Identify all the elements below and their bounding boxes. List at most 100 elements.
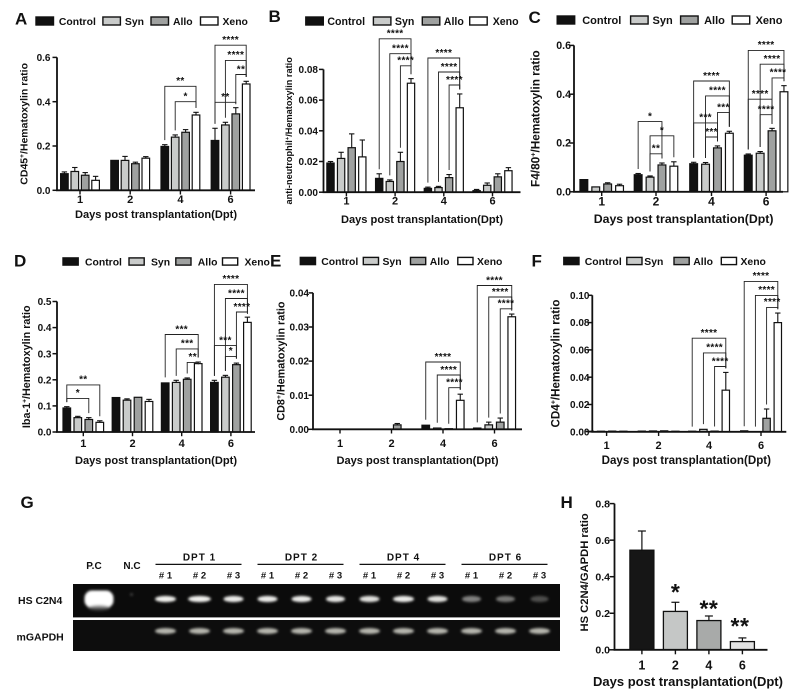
svg-text:Control: Control <box>321 257 358 268</box>
svg-text:6: 6 <box>739 659 746 673</box>
svg-text:A: A <box>15 10 27 29</box>
svg-text:# 1: # 1 <box>465 571 479 582</box>
svg-text:F: F <box>532 252 542 271</box>
svg-text:****: **** <box>492 287 509 298</box>
svg-text:1: 1 <box>77 194 83 206</box>
svg-text:***: *** <box>175 324 188 335</box>
svg-text:0.0: 0.0 <box>37 186 51 197</box>
svg-text:# 3: # 3 <box>431 571 444 582</box>
svg-text:0.00: 0.00 <box>290 425 310 436</box>
svg-text:****: **** <box>228 288 245 299</box>
svg-text:****: **** <box>446 378 463 389</box>
svg-text:# 1: # 1 <box>363 571 377 582</box>
svg-text:****: **** <box>446 75 463 86</box>
svg-text:****: **** <box>234 302 251 313</box>
svg-text:0.08: 0.08 <box>570 318 590 329</box>
svg-text:Allo: Allo <box>444 16 465 28</box>
svg-text:N.C: N.C <box>123 561 140 572</box>
svg-text:**: ** <box>652 144 660 155</box>
svg-text:Control: Control <box>327 16 365 28</box>
svg-text:4: 4 <box>708 195 715 209</box>
svg-text:# 2: # 2 <box>397 571 410 582</box>
svg-text:mGAPDH: mGAPDH <box>17 632 64 644</box>
svg-text:0.2: 0.2 <box>595 608 610 620</box>
svg-text:0.6: 0.6 <box>595 535 610 547</box>
svg-text:0.02: 0.02 <box>290 357 310 368</box>
svg-text:0.03: 0.03 <box>290 323 310 334</box>
svg-text:0.0: 0.0 <box>556 186 571 198</box>
svg-text:4: 4 <box>706 440 713 452</box>
svg-text:0.8: 0.8 <box>595 498 610 510</box>
svg-text:# 1: # 1 <box>159 571 173 582</box>
svg-text:****: **** <box>712 356 729 367</box>
svg-text:****: **** <box>498 299 515 310</box>
svg-text:# 3: # 3 <box>533 571 546 582</box>
svg-text:4: 4 <box>441 196 448 208</box>
svg-text:0.02: 0.02 <box>570 400 590 411</box>
svg-text:Days post transplantation(Dpt): Days post transplantation(Dpt) <box>594 212 774 226</box>
svg-text:0.1: 0.1 <box>38 402 52 413</box>
svg-text:# 1: # 1 <box>261 571 275 582</box>
svg-text:0.6: 0.6 <box>556 40 571 52</box>
svg-text:****: **** <box>764 54 781 65</box>
svg-text:6: 6 <box>491 438 497 450</box>
svg-text:Syn: Syn <box>395 16 414 28</box>
svg-text:**: ** <box>189 352 197 363</box>
svg-text:0.0: 0.0 <box>38 428 52 439</box>
svg-text:Allo: Allo <box>430 257 450 268</box>
svg-text:0.0: 0.0 <box>595 645 610 657</box>
svg-text:0.00: 0.00 <box>570 427 590 438</box>
svg-text:Xeno: Xeno <box>223 17 248 28</box>
svg-text:0.3: 0.3 <box>38 349 52 360</box>
svg-text:F4/80+/Hematoxylin ratio: F4/80+/Hematoxylin ratio <box>529 50 543 187</box>
svg-text:Control: Control <box>85 257 122 268</box>
svg-text:*: * <box>183 92 187 103</box>
svg-text:****: **** <box>440 365 457 376</box>
svg-text:6: 6 <box>763 195 770 209</box>
svg-text:**: ** <box>237 64 245 75</box>
svg-text:Days post transplantation(Dpt): Days post transplantation(Dpt) <box>602 454 772 467</box>
svg-text:HS C2N4: HS C2N4 <box>18 595 63 607</box>
svg-text:2: 2 <box>129 438 135 450</box>
svg-text:CD8+/Hematoxylin ratio: CD8+/Hematoxylin ratio <box>276 301 288 421</box>
svg-text:***: *** <box>219 335 232 346</box>
svg-text:4: 4 <box>440 438 447 450</box>
svg-text:*: * <box>671 579 680 605</box>
svg-text:2: 2 <box>656 440 662 452</box>
svg-text:2: 2 <box>653 195 660 209</box>
svg-text:DPT 4: DPT 4 <box>387 553 420 564</box>
svg-text:0.04: 0.04 <box>290 289 310 300</box>
svg-text:0.4: 0.4 <box>38 323 52 334</box>
svg-text:Days post transplantation(Dpt): Days post transplantation(Dpt) <box>75 455 237 467</box>
svg-text:****: **** <box>752 89 769 100</box>
svg-text:1: 1 <box>638 659 645 673</box>
svg-text:Syn: Syn <box>151 257 170 268</box>
svg-text:Control: Control <box>59 17 96 28</box>
svg-text:4: 4 <box>705 659 712 673</box>
svg-text:4: 4 <box>177 194 184 206</box>
svg-text:2: 2 <box>388 438 394 450</box>
svg-text:Allo: Allo <box>693 257 713 268</box>
svg-text:H: H <box>561 493 573 512</box>
svg-text:HS C2N4/GAPDH ratio: HS C2N4/GAPDH ratio <box>579 513 591 631</box>
svg-text:P.C: P.C <box>86 561 101 572</box>
svg-text:0.5: 0.5 <box>38 297 52 308</box>
svg-text:Allo: Allo <box>173 17 193 28</box>
svg-text:****: **** <box>701 328 718 339</box>
svg-text:Xeno: Xeno <box>477 257 502 268</box>
svg-text:****: **** <box>758 285 775 296</box>
svg-text:****: **** <box>435 48 452 59</box>
svg-text:Xeno: Xeno <box>245 257 270 268</box>
svg-text:Allo: Allo <box>198 257 218 268</box>
svg-text:****: **** <box>709 86 726 97</box>
svg-text:Xeno: Xeno <box>741 257 766 268</box>
svg-text:6: 6 <box>758 440 764 452</box>
svg-text:# 3: # 3 <box>329 571 342 582</box>
svg-text:1: 1 <box>337 438 343 450</box>
svg-text:Xeno: Xeno <box>756 15 783 27</box>
svg-text:C: C <box>529 8 541 27</box>
svg-text:E: E <box>270 252 281 271</box>
svg-text:0.2: 0.2 <box>38 375 52 386</box>
svg-text:0.06: 0.06 <box>299 96 319 107</box>
svg-text:1: 1 <box>80 438 86 450</box>
